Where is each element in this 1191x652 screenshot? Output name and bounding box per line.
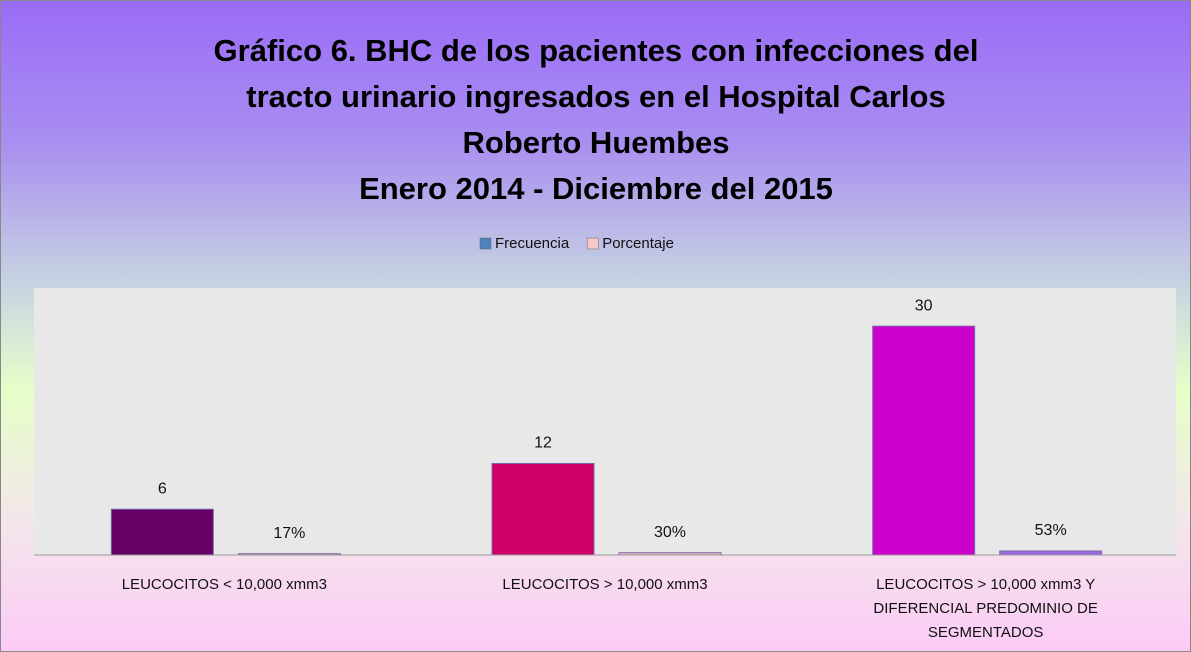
data-label: 53% xyxy=(1035,522,1067,539)
chart-title: Gráfico 6. BHC de los pacientes con infe… xyxy=(214,33,979,68)
chart-title: tracto urinario ingresados en el Hospita… xyxy=(246,79,945,114)
bar xyxy=(110,508,214,556)
data-label: 30 xyxy=(915,297,933,314)
x-tick-label: LEUCOCITOS > 10,000 xmm3 xyxy=(502,576,708,593)
bar xyxy=(872,325,976,556)
x-tick-label: LEUCOCITOS < 10,000 xmm3 xyxy=(121,576,327,593)
data-label: 6 xyxy=(158,480,167,497)
chart-subtitle: Enero 2014 - Diciembre del 2015 xyxy=(359,171,833,206)
bar xyxy=(491,462,595,556)
legend-swatch xyxy=(479,237,492,250)
legend-swatch xyxy=(586,237,599,250)
data-label: 17% xyxy=(273,525,305,542)
legend-label: Porcentaje xyxy=(602,235,674,252)
x-tick-label: LEUCOCITOS > 10,000 xmm3 Y DIFERENCIAL P… xyxy=(873,576,1098,641)
legend-label: Frecuencia xyxy=(495,235,570,252)
data-label: 12 xyxy=(534,435,552,452)
plot-area xyxy=(34,288,1176,555)
bar xyxy=(999,550,1103,556)
data-label: 30% xyxy=(654,524,686,541)
chart-title: Roberto Huembes xyxy=(463,125,730,160)
